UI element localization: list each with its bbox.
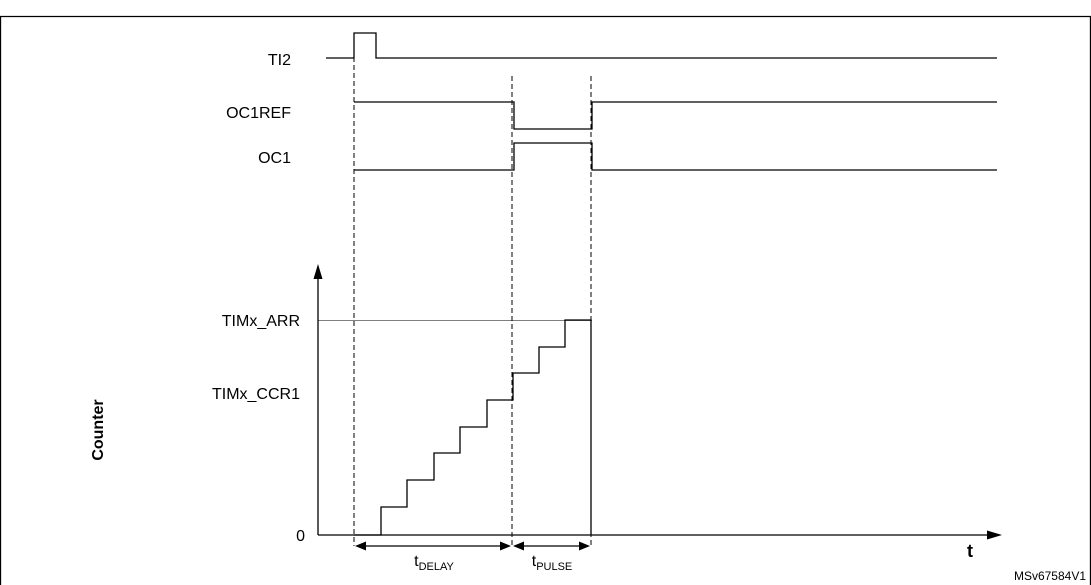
pulse-bracket (513, 541, 590, 551)
oc1-label: OC1 (258, 150, 291, 167)
arrow-right-icon (579, 541, 590, 551)
arrow-left-icon (355, 541, 366, 551)
pulse-label-subscript: PULSE (536, 561, 572, 573)
ccr1-label: TIMx_CCR1 (212, 386, 300, 403)
ti2-waveform (326, 32, 997, 59)
counter-staircase (354, 319, 592, 536)
arrow-left-icon (513, 541, 524, 551)
counter-axes (313, 264, 1002, 540)
delay-label: tDELAY (414, 553, 454, 573)
x-axis-arrow-icon (987, 530, 1002, 540)
arr-label: TIMx_ARR (222, 313, 300, 330)
y-axis-arrow-icon (313, 264, 323, 279)
pulse-label: tPULSE (532, 553, 573, 573)
ti2-label: TI2 (268, 52, 291, 69)
zero-label: 0 (296, 528, 305, 545)
time-axis-label: t (967, 541, 973, 561)
oc1-waveform (354, 142, 997, 171)
oc1ref-waveform (354, 101, 997, 130)
y-axis-title: Counter (90, 399, 107, 460)
pulse-label-t: t (532, 553, 537, 570)
delay-label-subscript: DELAY (419, 561, 455, 573)
delay-label-t: t (414, 553, 419, 570)
arrow-right-icon (500, 541, 511, 551)
delay-bracket (355, 541, 511, 551)
figure-reference: MSv67584V1 (1014, 569, 1086, 583)
oc1ref-label: OC1REF (226, 105, 291, 122)
